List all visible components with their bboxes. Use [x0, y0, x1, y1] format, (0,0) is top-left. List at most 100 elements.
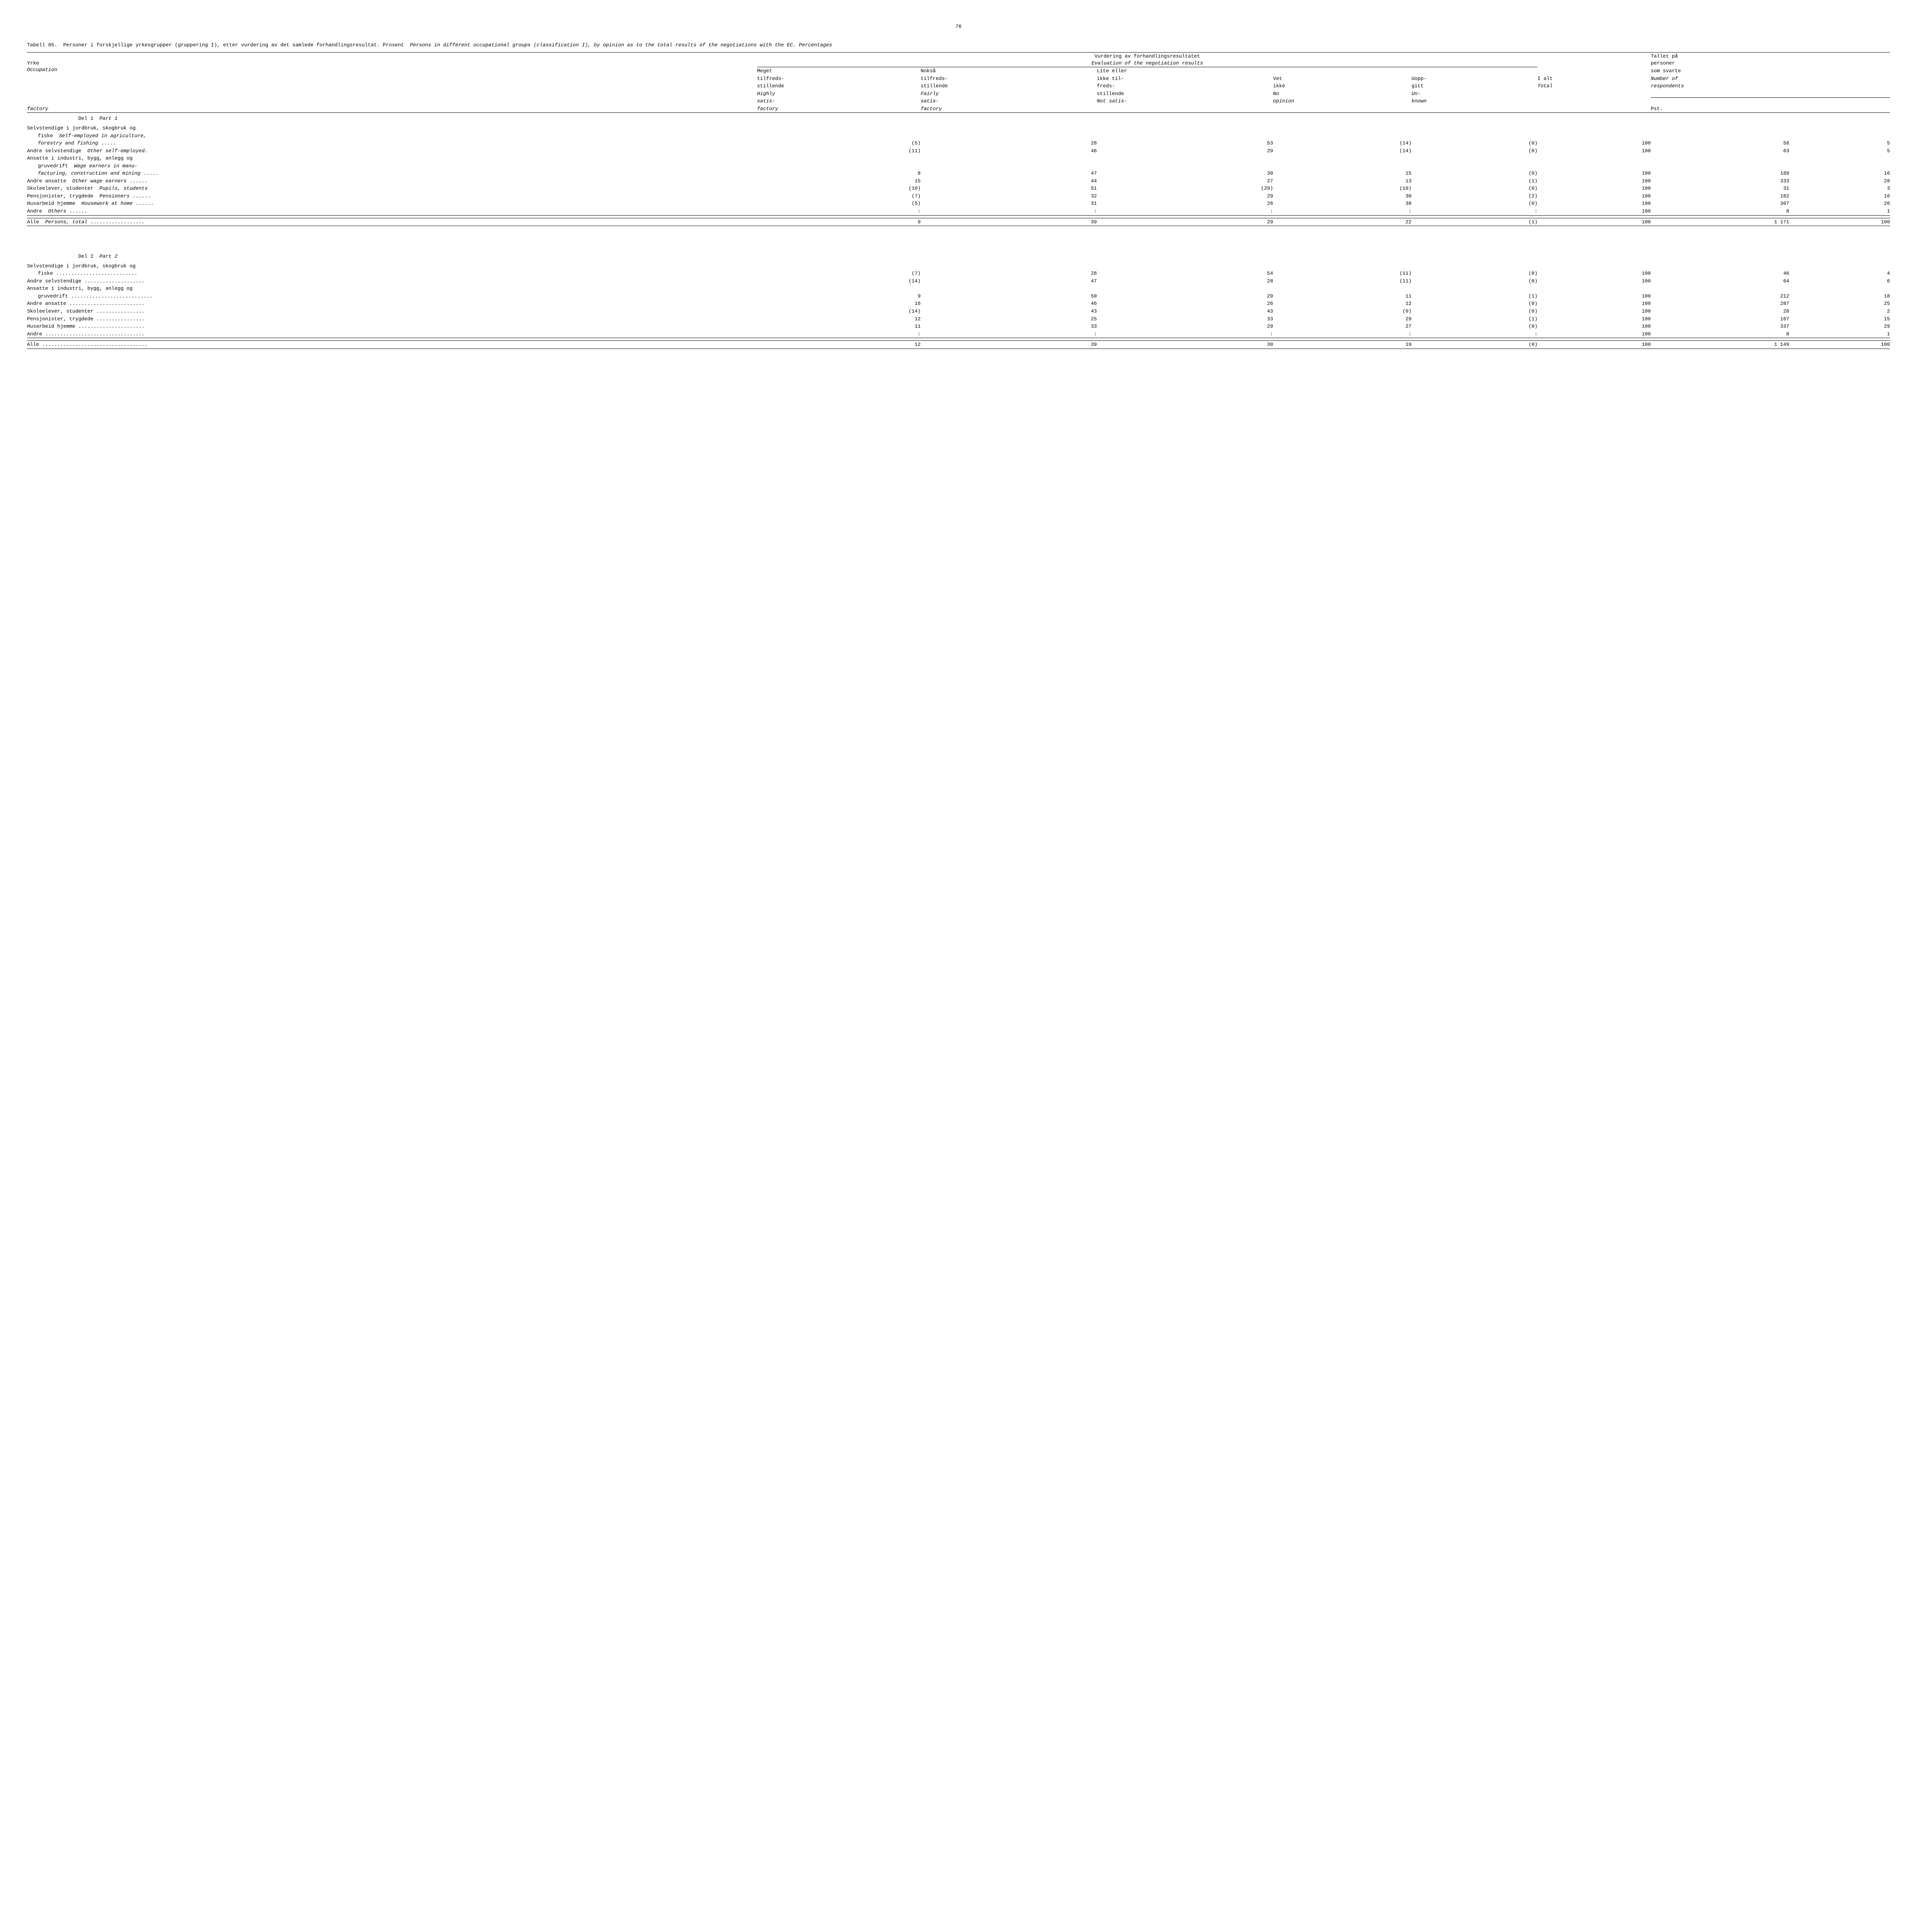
- table-cell: 100: [1537, 177, 1651, 185]
- table-row: Andre Others ......:::::10081: [27, 207, 1890, 215]
- table-cell: 100: [1537, 192, 1651, 200]
- table-cell: (1): [1411, 218, 1537, 226]
- table-cell: (1): [1411, 177, 1537, 185]
- table-cell: 1 149: [1651, 341, 1789, 349]
- part1-no: Del 1: [78, 116, 94, 121]
- table-cell: 8: [757, 170, 921, 177]
- table-cell: 100: [1537, 207, 1651, 215]
- table-cell: 47: [921, 170, 1097, 177]
- table-cell: 43: [1097, 308, 1273, 315]
- table-cell: (0): [1273, 308, 1411, 315]
- table-cell: :: [757, 330, 921, 338]
- hdr-resp-no2: personer: [1651, 60, 1675, 66]
- table-row: Ansatte i industri, bygg, anlegg og: [27, 285, 1890, 293]
- hdr-c2e: satis-: [921, 98, 939, 104]
- table-cell: 33: [1097, 315, 1273, 323]
- table-cell: 3: [1789, 185, 1890, 192]
- table-cell: 16: [1789, 170, 1890, 177]
- table-cell: 2: [1789, 308, 1890, 315]
- table-row: Skoleelever, studenter Pupils, students(…: [27, 185, 1890, 192]
- table-cell: 11: [757, 323, 921, 330]
- table-cell: 100: [1537, 170, 1651, 177]
- table-cell: 39: [921, 341, 1097, 349]
- table-cell: :: [1411, 207, 1537, 215]
- table-cell: 39: [921, 218, 1097, 226]
- table-cell: :: [757, 207, 921, 215]
- table-cell: (0): [1411, 270, 1537, 277]
- table-row: fiske ...........................(7)2854…: [27, 270, 1890, 277]
- table-cell: 25: [921, 315, 1097, 323]
- table-row: Andre selvstendige Other self-employed.(…: [27, 147, 1890, 155]
- table-cell: (14): [1273, 139, 1411, 147]
- table-cell: (14): [757, 277, 921, 285]
- hdr-c3: Lite eller: [1097, 68, 1127, 74]
- table-cell: 8: [1651, 330, 1789, 338]
- table-cell: 307: [1651, 200, 1789, 207]
- hdr-c3d: stillende: [1097, 91, 1124, 97]
- table-cell: 38: [1273, 200, 1411, 207]
- table-cell: 9: [757, 293, 921, 300]
- table-cell: (0): [1411, 308, 1537, 315]
- table-cell: 100: [1537, 277, 1651, 285]
- table-cell: (1): [1411, 293, 1537, 300]
- hdr-c4d: opinion: [1273, 98, 1294, 104]
- hdr-pst: Pst.: [1651, 106, 1663, 112]
- table-cell: 1: [1789, 330, 1890, 338]
- table-cell: 30: [1097, 170, 1273, 177]
- table-cell: (11): [1273, 277, 1411, 285]
- table-cell: (7): [757, 270, 921, 277]
- table-cell: :: [1411, 330, 1537, 338]
- table-cell: 12: [757, 341, 921, 349]
- hdr-c1b: tilfreds-: [757, 76, 784, 82]
- table-cell: 100: [1537, 218, 1651, 226]
- table-row: Selvstendige i jordbruk, skogbruk og: [27, 262, 1890, 270]
- table-cell: 29: [1273, 315, 1411, 323]
- table-cell: 22: [1273, 218, 1411, 226]
- part2-no: Del 2: [78, 253, 94, 259]
- table-cell: 33: [921, 323, 1097, 330]
- table-cell: 63: [1651, 147, 1789, 155]
- table-cell: 54: [1097, 270, 1273, 277]
- table-cell: 100: [1537, 341, 1651, 349]
- hdr-c3b: ikke til-: [1097, 76, 1124, 82]
- table-cell: 16: [757, 300, 921, 308]
- hdr-c3f: factory: [921, 106, 942, 112]
- table-cell: (2): [1411, 192, 1537, 200]
- table-cell: (5): [757, 200, 921, 207]
- table-row: Andre ansatte Other wage earners ......1…: [27, 177, 1890, 185]
- part2-heading: Del 2 Part 2: [27, 226, 1890, 262]
- table-cell: (29): [1097, 185, 1273, 192]
- table-cell: (0): [1411, 277, 1537, 285]
- table-cell: :: [1273, 207, 1411, 215]
- hdr-resp-no1: Tallet på: [1651, 53, 1678, 59]
- table-cell: (14): [1273, 147, 1411, 155]
- hdr-c5d: known: [1411, 98, 1427, 104]
- table-row: Ansatte i industri, bygg, anlegg og: [27, 155, 1890, 162]
- table-cell: 58: [1651, 139, 1789, 147]
- table-cell: 28: [1651, 308, 1789, 315]
- hdr-c2f: factory: [757, 106, 778, 112]
- hdr-resp-en1: Number of: [1651, 76, 1678, 82]
- table-cell: :: [1097, 330, 1273, 338]
- hdr-resp-en2: respondents: [1651, 83, 1684, 89]
- table-cell: 50: [921, 293, 1097, 300]
- data-table: Yrke Occupation Vurdering av forhandling…: [27, 52, 1890, 349]
- table-cell: 29: [1097, 293, 1273, 300]
- table-cell: 26: [1097, 300, 1273, 308]
- table-cell: (11): [757, 147, 921, 155]
- part2-en: Part 2: [99, 253, 117, 259]
- table-cell: :: [1097, 207, 1273, 215]
- table-cell: 26: [1789, 200, 1890, 207]
- table-cell: 1: [1789, 207, 1890, 215]
- table-cell: :: [921, 330, 1097, 338]
- hdr-c2: Nokså: [921, 68, 936, 74]
- table-row: fiske Self-employed in agriculture,: [27, 132, 1890, 140]
- table-cell: 4: [1789, 270, 1890, 277]
- table-cell: 46: [1651, 270, 1789, 277]
- table-cell: 28: [921, 270, 1097, 277]
- table-cell: 212: [1651, 293, 1789, 300]
- table-cell: 15: [757, 177, 921, 185]
- hdr-c2d: Fairly: [921, 91, 939, 97]
- table-cell: 100: [1537, 315, 1651, 323]
- table-cell: 100: [1537, 300, 1651, 308]
